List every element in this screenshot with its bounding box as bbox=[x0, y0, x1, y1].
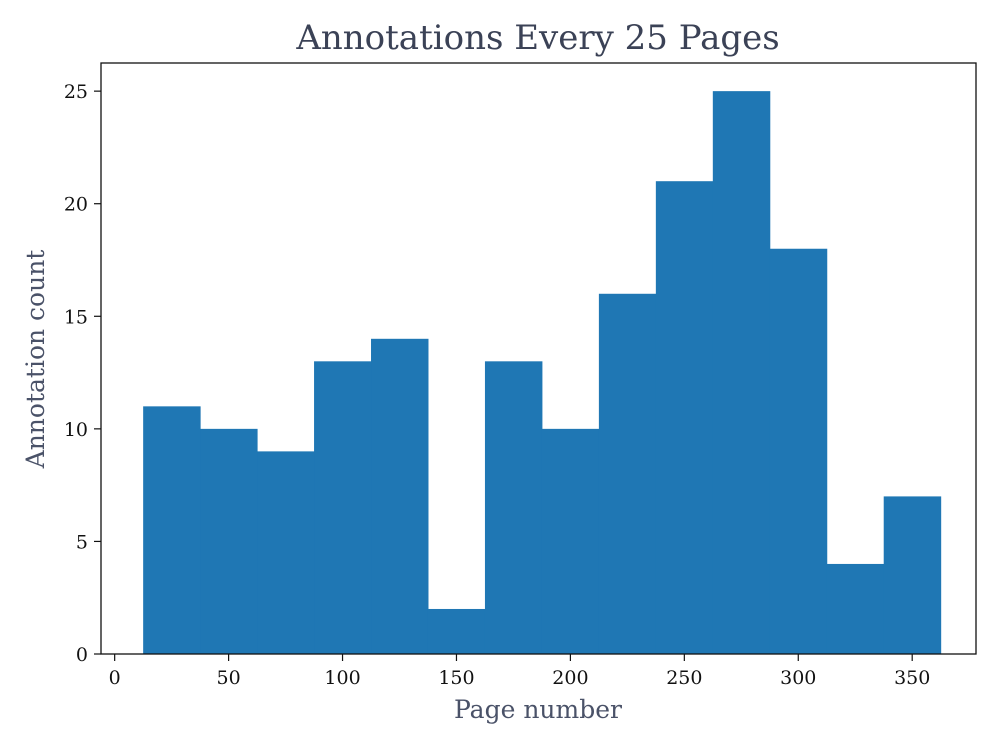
x-axis: 0 50 100 150 200 250 300 350 bbox=[109, 654, 930, 689]
x-tick-label: 100 bbox=[324, 667, 360, 689]
x-tick-label: 200 bbox=[552, 667, 588, 689]
x-tick-label: 150 bbox=[438, 667, 474, 689]
histogram-bar bbox=[883, 496, 942, 654]
chart-title: Annotations Every 25 Pages bbox=[295, 18, 779, 58]
y-tick-label: 20 bbox=[64, 194, 88, 216]
histogram-bar bbox=[200, 428, 258, 654]
y-axis: 0 5 10 15 20 25 bbox=[64, 81, 101, 666]
histogram-bar bbox=[712, 91, 771, 654]
histogram-bar bbox=[143, 406, 201, 654]
x-axis-label: Page number bbox=[454, 695, 622, 724]
histogram-bar bbox=[826, 563, 885, 654]
histogram-bar bbox=[371, 338, 429, 654]
histogram-bar bbox=[655, 181, 714, 654]
plot-frame bbox=[100, 62, 977, 655]
x-tick-label: 250 bbox=[666, 667, 702, 689]
y-tick-label: 5 bbox=[76, 531, 88, 553]
histogram-bar bbox=[257, 451, 315, 654]
y-tick-label: 15 bbox=[64, 306, 88, 328]
histogram-bar bbox=[598, 293, 657, 654]
y-tick-label: 10 bbox=[64, 419, 88, 441]
y-axis-label: Annotation count bbox=[21, 250, 50, 470]
x-tick-label: 350 bbox=[894, 667, 930, 689]
histogram-bar bbox=[314, 361, 372, 654]
y-tick-label: 0 bbox=[76, 644, 88, 666]
x-tick-label: 50 bbox=[217, 667, 241, 689]
x-tick-label: 300 bbox=[780, 667, 816, 689]
histogram-bar bbox=[427, 608, 486, 654]
histogram-bar bbox=[541, 428, 600, 654]
x-tick-label: 0 bbox=[109, 667, 121, 689]
y-tick-label: 25 bbox=[64, 81, 88, 103]
histogram-bar bbox=[769, 248, 828, 654]
bars-layer bbox=[143, 91, 942, 654]
histogram-bar bbox=[484, 361, 543, 654]
